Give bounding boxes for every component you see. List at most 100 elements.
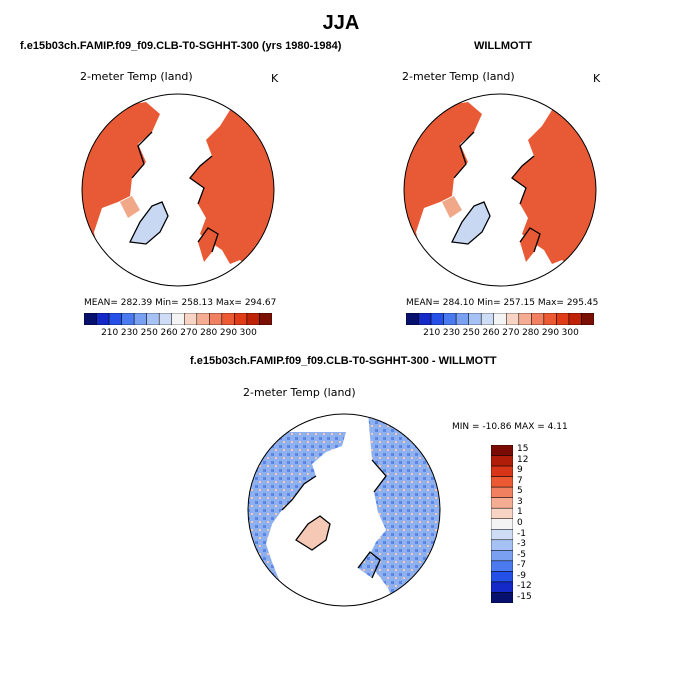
- left-colorbar-labels: 210 230 250 260 270 280 290 300: [84, 328, 272, 340]
- diff-colorbar-swatch: [491, 571, 513, 583]
- right-colorbar-tick-label: 210: [423, 328, 441, 338]
- right-colorbar-swatch: [506, 313, 520, 325]
- right-colorbar-tick-label: 260: [482, 328, 500, 338]
- diff-colorbar-swatch: [491, 550, 513, 562]
- right-colorbar: [406, 313, 594, 325]
- right-colorbar-swatch: [480, 313, 494, 325]
- right-america-land: [404, 102, 482, 286]
- diff-colorbar-tick-label: 9: [517, 465, 523, 476]
- left-cool-patch: [120, 196, 140, 218]
- right-colorbar-tick-label: 250: [462, 328, 480, 338]
- left-colorbar-swatch: [84, 313, 97, 325]
- left-colorbar-swatch: [221, 313, 235, 325]
- left-colorbar-swatch: [234, 313, 248, 325]
- left-colorbar-tick-label: 250: [140, 328, 158, 338]
- left-colorbar-swatch: [209, 313, 223, 325]
- diff-colorbar-swatch: [491, 486, 513, 498]
- left-colorbar-swatch: [108, 313, 122, 325]
- left-colorbar-swatch: [146, 313, 160, 325]
- difference-polar-map: [247, 413, 441, 607]
- left-colorbar-tick-label: 300: [239, 328, 257, 338]
- right-colorbar-swatch: [493, 313, 507, 325]
- page-title: JJA: [322, 12, 360, 34]
- right-colorbar-tick-label: 270: [502, 328, 520, 338]
- diff-america-land: [248, 432, 346, 606]
- diff-colorbar-swatch: [491, 592, 513, 603]
- diff-colorbar-tick-label: 0: [517, 518, 523, 528]
- left-colorbar-tick-label: 230: [120, 328, 139, 338]
- left-units-label: K: [271, 72, 279, 85]
- diff-stats: MIN = -10.86 MAX = 4.11: [452, 422, 568, 432]
- diff-colorbar-swatch: [491, 455, 513, 467]
- diff-colorbar-tick-label: 7: [517, 475, 523, 486]
- diff-colorbar-swatch: [491, 518, 513, 530]
- diff-colorbar-tick-label: -5: [517, 549, 526, 560]
- left-colorbar-swatch: [158, 313, 172, 325]
- left-colorbar-swatch: [196, 313, 210, 325]
- left-colorbar-swatch: [259, 313, 272, 325]
- right-colorbar-tick-label: 290: [541, 328, 560, 338]
- left-greenland: [130, 202, 168, 244]
- right-case-title: WILLMOTT: [474, 40, 533, 52]
- diff-greenland: [296, 516, 330, 550]
- right-colorbar-swatch: [430, 313, 444, 325]
- right-colorbar-swatch: [406, 313, 419, 325]
- difference-case-title: f.e15b03ch.FAMIP.f09_f09.CLB-T0-SGHHT-30…: [190, 355, 497, 367]
- diff-colorbar-tick-label: -9: [517, 570, 526, 581]
- right-colorbar-swatch: [468, 313, 482, 325]
- diff-colorbar-tick-label: -7: [517, 560, 526, 571]
- left-colorbar-tick-label: 210: [101, 328, 119, 338]
- right-colorbar-swatch: [418, 313, 432, 325]
- diff-colorbar-swatch: [491, 539, 513, 551]
- diff-colorbar-swatch: [491, 476, 513, 488]
- left-stats: MEAN= 282.39 Min= 258.13 Max= 294.67: [84, 298, 277, 308]
- diff-colorbar-tick-label: -3: [517, 539, 526, 550]
- left-scandinavia: [198, 228, 218, 262]
- left-colorbar-swatch: [184, 313, 198, 325]
- right-colorbar-labels: 210 230 250 260 270 280 290 300: [406, 328, 594, 340]
- diff-colorbar-tick-label: -12: [517, 581, 532, 592]
- left-colorbar-swatch: [171, 313, 185, 325]
- right-greenland: [452, 202, 490, 244]
- left-polar-map: [81, 93, 275, 287]
- right-colorbar-swatch: [556, 313, 570, 325]
- left-america-land: [82, 102, 160, 286]
- left-case-title: f.e15b03ch.FAMIP.f09_f09.CLB-T0-SGHHT-30…: [20, 40, 342, 52]
- left-colorbar-swatch: [96, 313, 110, 325]
- right-colorbar-tick-label: 300: [561, 328, 579, 338]
- right-colorbar-swatch: [443, 313, 457, 325]
- right-colorbar-swatch: [531, 313, 545, 325]
- left-colorbar-swatch: [133, 313, 147, 325]
- diff-colorbar-tick-label: 5: [517, 486, 523, 497]
- left-colorbar: [84, 313, 272, 325]
- right-units-label: K: [593, 72, 601, 85]
- left-colorbar-tick-label: 260: [160, 328, 178, 338]
- diff-colorbar-swatch: [491, 465, 513, 477]
- diff-colorbar-swatch: [491, 497, 513, 509]
- right-stats: MEAN= 284.10 Min= 257.15 Max= 295.45: [406, 298, 599, 308]
- diff-colorbar-swatch: [491, 529, 513, 541]
- right-colorbar-swatch: [581, 313, 594, 325]
- diff-colorbar-tick-label: -1: [517, 528, 526, 539]
- right-cool-patch: [442, 196, 462, 218]
- right-colorbar-swatch: [455, 313, 469, 325]
- diff-colorbar-swatch: [491, 507, 513, 519]
- right-colorbar-tick-label: 280: [522, 328, 540, 338]
- right-colorbar-swatch: [518, 313, 532, 325]
- diff-colorbar-tick-label: 3: [517, 496, 523, 507]
- right-colorbar-swatch: [568, 313, 582, 325]
- diff-colorbar: [491, 445, 513, 603]
- diff-colorbar-swatch: [491, 445, 513, 456]
- diff-colorbar-swatch: [491, 560, 513, 572]
- left-colorbar-tick-label: 280: [200, 328, 218, 338]
- diff-colorbar-swatch: [491, 581, 513, 593]
- diff-colorbar-tick-label: 15: [517, 444, 529, 455]
- left-colorbar-swatch: [121, 313, 135, 325]
- left-variable-label: 2-meter Temp (land): [80, 70, 193, 83]
- right-variable-label: 2-meter Temp (land): [402, 70, 515, 83]
- diff-eurasia-land: [368, 414, 440, 606]
- diff-colorbar-labels: 15 12 9 7 5 3 1 0 -1 -3 -5 -7 -9 -12 -15: [517, 444, 547, 603]
- right-colorbar-swatch: [543, 313, 557, 325]
- left-colorbar-swatch: [246, 313, 260, 325]
- diff-colorbar-tick-label: 12: [517, 454, 529, 465]
